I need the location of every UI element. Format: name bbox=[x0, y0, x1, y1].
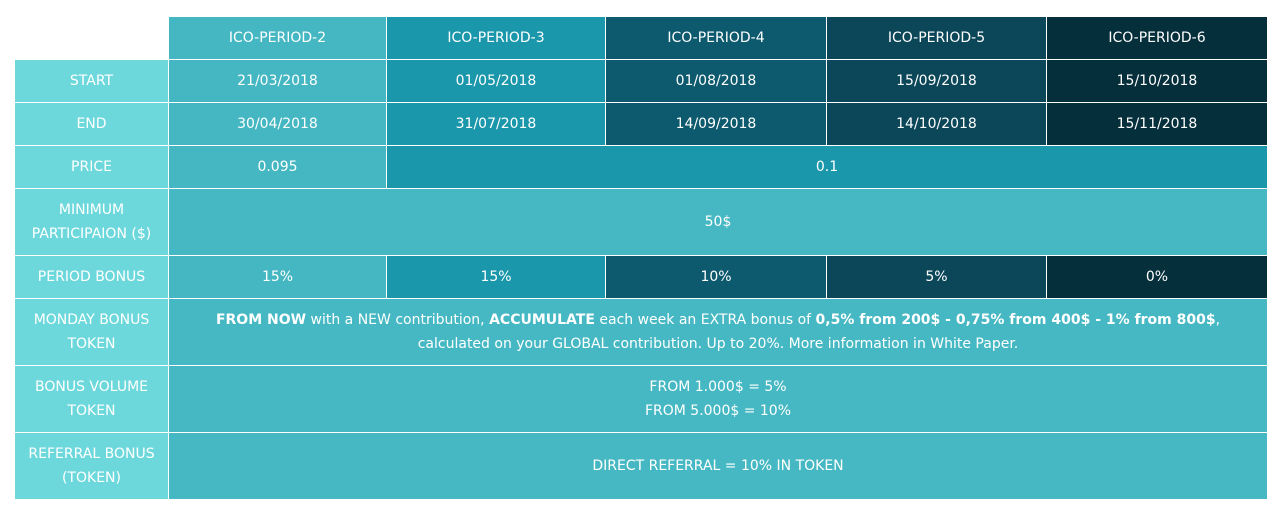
end-period-4: 14/09/2018 bbox=[605, 102, 827, 146]
monday-bonus-label: MONDAY BONUS TOKEN bbox=[14, 298, 169, 366]
monday-bonus-text: FROM NOW with a NEW contribution, ACCUMU… bbox=[168, 298, 1268, 366]
monday-bonus-row: MONDAY BONUS TOKEN FROM NOW with a NEW c… bbox=[14, 298, 1268, 366]
monday-bonus-accumulate: ACCUMULATE bbox=[489, 312, 595, 328]
price-period-2: 0.095 bbox=[168, 145, 387, 189]
end-period-3: 31/07/2018 bbox=[386, 102, 606, 146]
corner-cell bbox=[14, 16, 169, 60]
header-ico-period-6: ICO-PERIOD-6 bbox=[1046, 16, 1268, 60]
header-ico-period-5: ICO-PERIOD-5 bbox=[826, 16, 1047, 60]
end-period-2: 30/04/2018 bbox=[168, 102, 387, 146]
period-bonus-period-2: 15% bbox=[168, 255, 387, 299]
period-bonus-row: PERIOD BONUS 15% 15% 10% 5% 0% bbox=[14, 255, 1268, 299]
monday-bonus-from-now: FROM NOW bbox=[215, 312, 307, 328]
start-period-3: 01/05/2018 bbox=[386, 59, 606, 103]
start-label: START bbox=[14, 59, 169, 103]
end-label: END bbox=[14, 102, 169, 146]
monday-bonus-label-line2: TOKEN bbox=[67, 336, 116, 352]
monday-bonus-text-part6: , calculated on your GLOBAL contribution… bbox=[417, 312, 1221, 352]
bonus-volume-line2: FROM 5.000$ = 10% bbox=[644, 403, 792, 419]
ico-periods-table: ICO-PERIOD-2 ICO-PERIOD-3 ICO-PERIOD-4 I… bbox=[14, 16, 1268, 500]
start-period-6: 15/10/2018 bbox=[1046, 59, 1268, 103]
period-bonus-label: PERIOD BONUS bbox=[14, 255, 169, 299]
referral-label-line2: (TOKEN) bbox=[62, 470, 121, 486]
end-period-5: 14/10/2018 bbox=[826, 102, 1047, 146]
end-period-6: 15/11/2018 bbox=[1046, 102, 1268, 146]
bonus-volume-value: FROM 1.000$ = 5% FROM 5.000$ = 10% bbox=[168, 365, 1268, 433]
start-period-5: 15/09/2018 bbox=[826, 59, 1047, 103]
start-period-2: 21/03/2018 bbox=[168, 59, 387, 103]
bonus-volume-label: BONUS VOLUME TOKEN bbox=[14, 365, 169, 433]
referral-label: REFERRAL BONUS (TOKEN) bbox=[14, 432, 169, 500]
minimum-label-line2: PARTICIPAION ($) bbox=[31, 226, 152, 242]
header-ico-period-4: ICO-PERIOD-4 bbox=[605, 16, 827, 60]
bonus-volume-label-line1: BONUS VOLUME bbox=[34, 379, 149, 395]
period-bonus-period-6: 0% bbox=[1046, 255, 1268, 299]
end-row: END 30/04/2018 31/07/2018 14/09/2018 14/… bbox=[14, 102, 1268, 146]
monday-bonus-text-part2: with a NEW contribution, bbox=[306, 312, 490, 328]
minimum-label-line1: MINIMUM bbox=[58, 202, 125, 218]
bonus-volume-line1: FROM 1.000$ = 5% bbox=[649, 379, 787, 395]
price-periods-3-6: 0.1 bbox=[386, 145, 1268, 189]
minimum-label: MINIMUM PARTICIPAION ($) bbox=[14, 188, 169, 256]
period-bonus-period-4: 10% bbox=[605, 255, 827, 299]
price-row: PRICE 0.095 0.1 bbox=[14, 145, 1268, 189]
start-period-4: 01/08/2018 bbox=[605, 59, 827, 103]
referral-value: DIRECT REFERRAL = 10% IN TOKEN bbox=[168, 432, 1268, 500]
monday-bonus-tiers: 0,5% from 200$ - 0,75% from 400$ - 1% fr… bbox=[815, 312, 1216, 328]
minimum-row: MINIMUM PARTICIPAION ($) 50$ bbox=[14, 188, 1268, 256]
bonus-volume-row: BONUS VOLUME TOKEN FROM 1.000$ = 5% FROM… bbox=[14, 365, 1268, 433]
header-ico-period-2: ICO-PERIOD-2 bbox=[168, 16, 387, 60]
referral-label-line1: REFERRAL BONUS bbox=[28, 446, 155, 462]
period-bonus-period-5: 5% bbox=[826, 255, 1047, 299]
referral-row: REFERRAL BONUS (TOKEN) DIRECT REFERRAL =… bbox=[14, 432, 1268, 500]
period-bonus-period-3: 15% bbox=[386, 255, 606, 299]
start-row: START 21/03/2018 01/05/2018 01/08/2018 1… bbox=[14, 59, 1268, 103]
price-label: PRICE bbox=[14, 145, 169, 189]
header-ico-period-3: ICO-PERIOD-3 bbox=[386, 16, 606, 60]
monday-bonus-label-line1: MONDAY BONUS bbox=[33, 312, 150, 328]
minimum-value: 50$ bbox=[168, 188, 1268, 256]
header-row: ICO-PERIOD-2 ICO-PERIOD-3 ICO-PERIOD-4 I… bbox=[14, 16, 1268, 60]
monday-bonus-text-part4: each week an EXTRA bonus of bbox=[594, 312, 816, 328]
bonus-volume-label-line2: TOKEN bbox=[67, 403, 116, 419]
